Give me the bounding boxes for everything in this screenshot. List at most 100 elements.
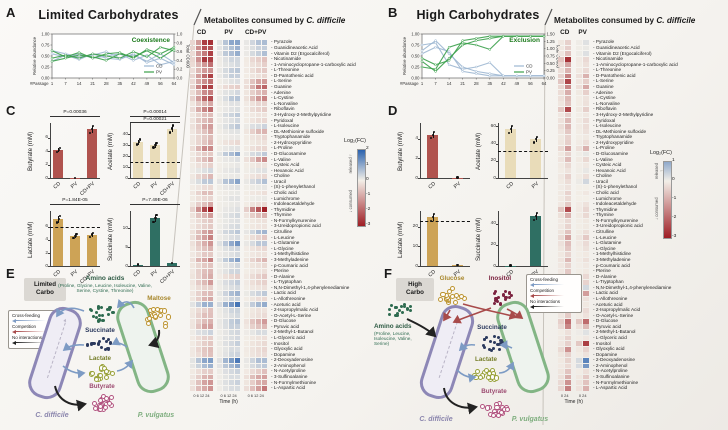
lactate-bar-chart-high: 0 10 20 CD PV Lactate (mM)	[396, 198, 476, 292]
heat-cell	[234, 318, 241, 324]
heat-cell	[217, 246, 223, 252]
heat-cell	[565, 40, 572, 45]
metabolite-label: - D-Pantothenic acid	[593, 72, 636, 78]
heat-cell	[576, 179, 583, 185]
metabolite-label: - Riboflavin	[271, 106, 295, 112]
heat-cell	[565, 246, 572, 252]
bar-PV	[150, 218, 160, 266]
heat-cell	[576, 357, 583, 363]
lactate-cluster-e	[84, 363, 116, 382]
heat-cell	[244, 168, 250, 174]
metabolite-label: - Adenine	[271, 89, 291, 95]
p-value: P=0.00036	[50, 110, 100, 117]
heat-cell	[234, 196, 241, 202]
heat-cell	[217, 274, 223, 280]
p-vulgatus-cell-e	[112, 297, 174, 397]
y-axis-label: Lactate (mM)	[27, 221, 34, 258]
heat-cell	[228, 285, 235, 291]
heat-cell	[207, 263, 213, 268]
heat-cell	[190, 257, 196, 263]
metabolite-label: - Cysteic Acid	[271, 162, 300, 168]
metabolite-label: - L-Threonine	[593, 67, 622, 73]
heat-cell	[565, 185, 572, 190]
heat-cell	[256, 318, 262, 324]
heat-cell	[228, 291, 235, 296]
heat-cell	[195, 341, 202, 347]
heat-cell	[228, 95, 235, 101]
butyrate-bar-chart-high: 0 2 4 CD PV Butyrate (mM)	[396, 110, 476, 204]
heat-cell	[256, 123, 262, 129]
heat-cell	[256, 257, 262, 263]
heat-cell	[234, 151, 241, 157]
heat-cell	[256, 279, 262, 285]
heat-cell	[190, 369, 196, 374]
heat-cell	[250, 235, 256, 241]
heat-cell	[261, 201, 268, 207]
heat-cell	[250, 330, 256, 335]
metabolite-label: - Pyrazole	[593, 39, 615, 45]
heat-cell	[223, 67, 229, 73]
heat-cell	[244, 79, 250, 84]
heat-cell	[207, 346, 213, 352]
heat-cell	[217, 51, 223, 57]
metabolite-label: - N-Formylmethionine	[593, 379, 639, 385]
heat-cell	[228, 374, 235, 380]
heat-cell	[576, 330, 583, 335]
svg-text:56: 56	[528, 81, 533, 86]
svg-text:1.00: 1.00	[41, 32, 50, 37]
metabolite-label: - Pterine	[593, 268, 611, 274]
heat-cell	[190, 229, 196, 235]
heat-cell	[565, 257, 572, 263]
metabolite-label: - p-Coumaric acid	[593, 262, 630, 268]
heat-cell	[207, 274, 213, 280]
heat-cell	[201, 335, 208, 341]
metabolite-label: - Aceturic acid	[593, 301, 623, 307]
heat-cell	[201, 341, 208, 347]
heat-cell	[576, 251, 583, 257]
heat-cell	[223, 123, 229, 129]
heat-cell	[261, 45, 268, 51]
legend-item: No interactions	[12, 335, 43, 340]
heat-cell	[576, 118, 583, 123]
heat-cell	[234, 380, 241, 386]
heat-cell	[201, 179, 208, 185]
metabolite-label: - Citrulline	[271, 229, 293, 234]
heat-cell	[201, 123, 208, 129]
heat-cell	[195, 207, 202, 213]
heat-cell	[217, 90, 223, 96]
heat-cell	[256, 385, 262, 391]
heat-cell	[261, 173, 268, 179]
bar-CD	[505, 129, 516, 178]
heat-cell	[261, 123, 268, 129]
heat-cell	[190, 129, 196, 135]
metabolite-label: - Vitamin D2 (Ergocalciferol)	[593, 50, 652, 56]
heat-cell	[244, 56, 250, 62]
metabolite-label: - Tryptophanamide	[593, 134, 633, 140]
heat-cell	[234, 45, 241, 51]
metabolite-label: - Lactic acid	[593, 290, 619, 296]
heat-cell	[223, 335, 229, 341]
svg-text:0.00: 0.00	[41, 76, 50, 81]
metabolite-label: - L-Threonine	[271, 67, 300, 73]
svg-text:14: 14	[77, 81, 82, 86]
heat-cell	[244, 263, 250, 268]
heat-cell	[256, 40, 262, 45]
svg-text:7: 7	[64, 81, 67, 86]
metabolite-label: - (S)-1-phenylethanol	[271, 184, 316, 190]
heat-cell	[256, 201, 262, 207]
heat-cell	[234, 324, 241, 330]
metabolite-label: - O-Acetyl-L-Serine	[271, 312, 312, 318]
heat-cell	[201, 307, 208, 313]
heat-cell	[190, 207, 196, 213]
heat-cell	[583, 179, 590, 185]
heat-cell	[583, 218, 590, 224]
heat-cell	[244, 374, 250, 380]
heat-cell	[195, 151, 202, 157]
heat-cell	[217, 45, 223, 51]
metabolite-label: - Hexanoic Acid	[271, 167, 304, 173]
heat-cell	[217, 179, 223, 185]
heat-cell	[583, 268, 590, 274]
heat-cell	[558, 229, 565, 235]
heat-cell	[190, 330, 196, 335]
heat-cell	[190, 346, 196, 352]
